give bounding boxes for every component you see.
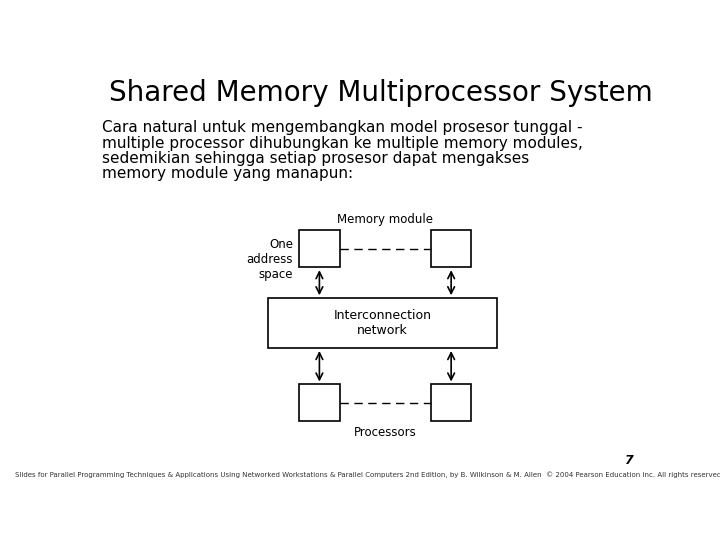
Text: Memory module: Memory module: [337, 213, 433, 226]
Text: Processors: Processors: [354, 426, 417, 439]
Text: Cara natural untuk mengembangkan model prosesor tunggal -: Cara natural untuk mengembangkan model p…: [102, 120, 582, 135]
Bar: [431, 384, 472, 421]
Bar: [300, 384, 340, 421]
Text: 7: 7: [624, 454, 633, 467]
Text: sedemikian sehingga setiap prosesor dapat mengakses: sedemikian sehingga setiap prosesor dapa…: [102, 151, 529, 166]
Text: One
address
space: One address space: [246, 238, 293, 281]
Bar: [269, 298, 497, 348]
Text: Interconnection
network: Interconnection network: [333, 309, 431, 337]
Bar: [431, 231, 472, 267]
Text: Shared Memory Multiprocessor System: Shared Memory Multiprocessor System: [109, 79, 653, 107]
Text: multiple processor dihubungkan ke multiple memory modules,: multiple processor dihubungkan ke multip…: [102, 136, 582, 151]
Bar: [300, 231, 340, 267]
Text: Slides for Parallel Programming Techniques & Applications Using Networked Workst: Slides for Parallel Programming Techniqu…: [14, 471, 720, 477]
Text: memory module yang manapun:: memory module yang manapun:: [102, 166, 353, 181]
